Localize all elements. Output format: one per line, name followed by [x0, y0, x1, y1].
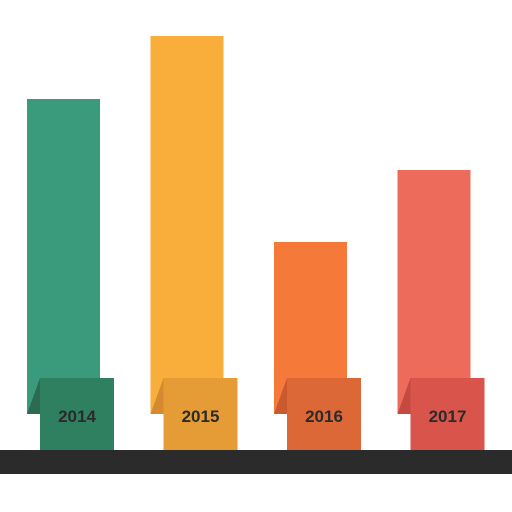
bar-2015	[150, 36, 224, 414]
chart-baseline	[0, 450, 512, 474]
tab-fold-2016	[274, 378, 287, 414]
year-label-2017: 2017	[429, 407, 467, 426]
tab-fold-2015	[150, 378, 164, 414]
year-label-2016: 2016	[305, 407, 343, 426]
year-tabs-group: 2014 2015 2016 2017	[27, 378, 485, 450]
year-tab-2017	[410, 378, 485, 450]
bar-2014	[27, 99, 100, 414]
year-tab-2016	[287, 378, 361, 450]
year-tab-2015	[163, 378, 238, 450]
bar-2017	[397, 170, 471, 414]
tab-fold-2014	[27, 378, 40, 414]
year-label-2015: 2015	[182, 407, 220, 426]
year-label-2014: 2014	[58, 407, 96, 426]
year-tab-2014	[40, 378, 114, 450]
bars-group	[27, 36, 471, 414]
tab-fold-2017	[397, 378, 411, 414]
